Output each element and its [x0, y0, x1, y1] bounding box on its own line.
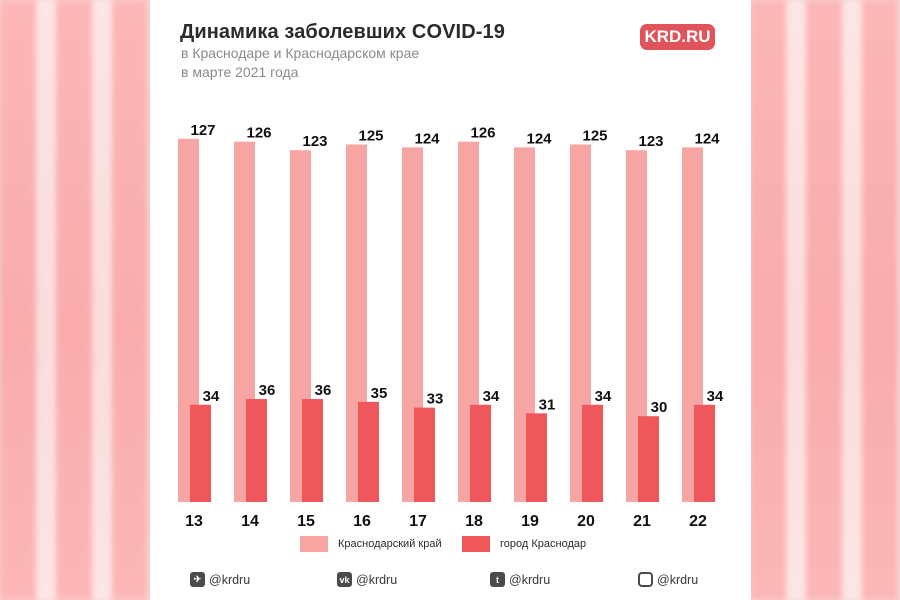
- value-label-region-21: 123: [638, 133, 663, 150]
- legend-label-region: Краснодарский край: [338, 538, 442, 550]
- social-telegram[interactable]: ✈ @krdru: [190, 572, 250, 587]
- bar-city-14: [246, 399, 267, 502]
- social-instagram-label: @krdru: [657, 572, 699, 587]
- legend-swatch-city: [462, 536, 490, 552]
- chart-subtitle-region: в Краснодаре и Краснодарском крае: [181, 45, 420, 61]
- krd-logo[interactable]: KRD.RU: [640, 24, 715, 50]
- bar-city-13: [190, 404, 211, 502]
- bar-city-22: [694, 404, 715, 502]
- legend-label-city: город Краснодар: [500, 538, 587, 550]
- x-tick-19: 19: [521, 513, 539, 530]
- social-vk[interactable]: vk @krdru: [337, 572, 397, 587]
- social-telegram-label: @krdru: [209, 572, 251, 587]
- legend-swatch-region: [300, 536, 328, 552]
- x-tick-17: 17: [409, 513, 427, 530]
- x-tick-13: 13: [185, 513, 203, 530]
- bar-region-21: [626, 150, 647, 502]
- value-label-region-19: 124: [526, 130, 552, 147]
- value-label-city-16: 35: [371, 385, 388, 402]
- bar-city-18: [470, 404, 491, 502]
- x-tick-18: 18: [465, 513, 483, 530]
- instagram-icon: [638, 572, 653, 587]
- bar-city-20: [582, 404, 603, 502]
- x-tick-15: 15: [297, 513, 315, 530]
- value-label-region-17: 124: [414, 130, 440, 147]
- value-label-region-13: 127: [190, 122, 215, 139]
- background-blur-right: [750, 0, 900, 600]
- value-label-city-20: 34: [595, 388, 612, 405]
- value-label-city-21: 30: [651, 399, 668, 416]
- value-label-city-19: 31: [539, 396, 556, 413]
- value-label-region-20: 125: [582, 128, 607, 145]
- value-label-city-14: 36: [259, 382, 276, 399]
- value-label-city-13: 34: [203, 388, 220, 405]
- bar-city-16: [358, 401, 379, 502]
- x-tick-20: 20: [577, 513, 595, 530]
- legend-item-city: город Краснодар: [462, 536, 586, 552]
- bar-city-15: [302, 399, 323, 502]
- chart-subtitle-period: в марте 2021 года: [181, 64, 299, 80]
- social-vk-label: @krdru: [356, 572, 398, 587]
- infographic-card: Динамика заболевших COVID-19 в Краснодар…: [150, 0, 751, 600]
- bar-city-19: [526, 413, 547, 502]
- value-label-region-14: 126: [246, 125, 271, 142]
- chart-title: Динамика заболевших COVID-19: [180, 21, 505, 43]
- social-twitter-label: @krdru: [509, 572, 551, 587]
- vk-icon: vk: [337, 572, 352, 587]
- bar-city-17: [414, 407, 435, 502]
- x-tick-21: 21: [633, 513, 651, 530]
- value-label-region-15: 123: [302, 133, 327, 150]
- social-instagram[interactable]: @krdru: [638, 572, 698, 587]
- value-label-region-22: 124: [694, 130, 720, 147]
- legend-item-region: Краснодарский край: [300, 536, 442, 552]
- x-tick-14: 14: [241, 513, 259, 530]
- value-label-region-18: 126: [470, 125, 495, 142]
- bar-city-21: [638, 416, 659, 502]
- background-blur-left: [0, 0, 150, 600]
- social-twitter[interactable]: t @krdru: [490, 572, 550, 587]
- twitter-icon: t: [490, 572, 505, 587]
- x-tick-16: 16: [353, 513, 371, 530]
- bar-chart: 127 34 13 126 36 14 123 36 15 125 35 16 124 33 17 126 34…: [178, 122, 724, 530]
- value-label-city-22: 34: [707, 388, 724, 405]
- x-tick-22: 22: [689, 513, 707, 530]
- value-label-city-15: 36: [315, 382, 332, 399]
- value-label-city-17: 33: [427, 391, 444, 408]
- value-label-city-18: 34: [483, 388, 500, 405]
- value-label-region-16: 125: [358, 128, 383, 145]
- telegram-icon: ✈: [190, 572, 205, 587]
